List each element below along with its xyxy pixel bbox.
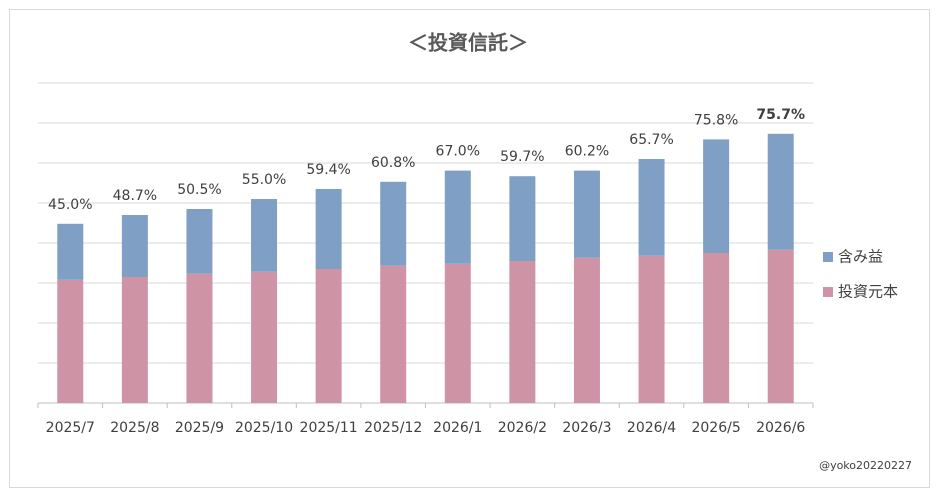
bar-segment (251, 271, 278, 403)
bar-segment (444, 263, 471, 403)
value-label: 55.0% (242, 172, 286, 188)
bar-segment (186, 209, 213, 274)
bar-segment (315, 189, 342, 269)
x-tick-label: 2026/6 (756, 420, 805, 436)
value-label: 60.2% (565, 144, 609, 160)
bar-segment (703, 253, 730, 403)
bar-segment (315, 269, 342, 403)
value-label: 59.7% (500, 149, 544, 165)
x-tick-label: 2026/2 (498, 420, 547, 436)
bar-segment (380, 181, 407, 266)
value-label: 45.0% (48, 197, 92, 213)
bar-segment (57, 279, 84, 403)
value-label: 59.4% (306, 162, 350, 178)
bar-segment (121, 215, 148, 277)
bar-segment (380, 265, 407, 403)
bar-segment (573, 257, 600, 403)
x-tick-label: 2025/11 (300, 420, 358, 436)
bar-segment (638, 255, 665, 403)
x-tick-label: 2025/7 (46, 420, 95, 436)
value-label: 65.7% (629, 132, 673, 148)
bar-segment (57, 223, 84, 280)
bar-segment (444, 170, 471, 264)
value-label: 60.8% (371, 155, 415, 171)
value-label: 75.8% (694, 112, 738, 128)
x-tick-label: 2026/4 (627, 420, 676, 436)
value-label: 75.7% (756, 107, 805, 123)
chart-title: ＜投資信託＞ (408, 31, 528, 55)
x-tick-label: 2025/10 (235, 420, 293, 436)
bar-segment (767, 133, 794, 250)
bar-segment (767, 249, 794, 403)
x-tick-label: 2025/9 (175, 420, 224, 436)
bar-segment (703, 139, 730, 253)
bar-segment (573, 170, 600, 258)
x-tick-label: 2026/1 (433, 420, 482, 436)
bar-segment (186, 273, 213, 403)
bar-segment (638, 159, 665, 256)
legend-swatch (823, 287, 833, 297)
x-tick-label: 2025/12 (364, 420, 422, 436)
value-label: 67.0% (436, 144, 480, 160)
bar-segment (509, 176, 536, 261)
bar-segment (251, 199, 278, 272)
bar-segment (121, 277, 148, 403)
value-label: 48.7% (113, 188, 157, 204)
x-tick-label: 2025/8 (110, 420, 159, 436)
bar-segment (509, 261, 536, 403)
value-label: 50.5% (177, 182, 221, 198)
x-tick-label: 2026/5 (691, 420, 740, 436)
legend-swatch (823, 252, 833, 262)
legend-label: 投資元本 (838, 283, 898, 301)
legend-label: 含み益 (838, 248, 883, 266)
x-tick-label: 2026/3 (562, 420, 611, 436)
annotation: @yoko20220227 (819, 459, 912, 472)
